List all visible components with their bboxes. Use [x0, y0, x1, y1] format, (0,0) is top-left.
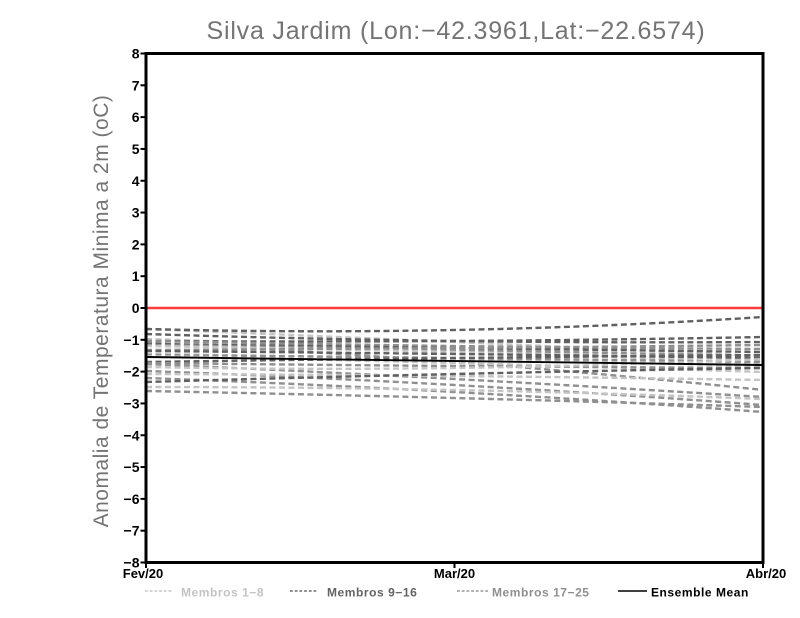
svg-text:8: 8 — [132, 46, 140, 62]
svg-text:−1: −1 — [124, 332, 140, 348]
svg-text:4: 4 — [132, 173, 140, 189]
svg-text:Membros 9−16: Membros 9−16 — [327, 586, 417, 600]
svg-text:6: 6 — [132, 109, 140, 125]
svg-text:2: 2 — [132, 236, 140, 252]
svg-text:−3: −3 — [124, 395, 140, 411]
svg-text:−4: −4 — [124, 427, 140, 443]
svg-text:7: 7 — [132, 77, 140, 93]
svg-text:−2: −2 — [124, 364, 140, 380]
svg-text:Membros 17−25: Membros 17−25 — [492, 586, 590, 600]
svg-text:−7: −7 — [124, 523, 140, 539]
svg-text:−6: −6 — [124, 491, 140, 507]
svg-text:0: 0 — [132, 300, 140, 316]
svg-text:Fev/20: Fev/20 — [123, 566, 163, 581]
svg-text:−8: −8 — [124, 555, 140, 571]
svg-text:Membros 1−8: Membros 1−8 — [181, 586, 264, 600]
svg-text:Ensemble Mean: Ensemble Mean — [651, 586, 749, 600]
svg-text:3: 3 — [132, 205, 140, 221]
svg-text:Abr/20: Abr/20 — [746, 566, 786, 581]
svg-text:Silva Jardim (Lon:−42.3961,Lat: Silva Jardim (Lon:−42.3961,Lat:−22.6574) — [207, 17, 706, 45]
svg-text:Mar/20: Mar/20 — [434, 566, 475, 581]
svg-text:1: 1 — [132, 268, 140, 284]
svg-text:5: 5 — [132, 141, 140, 157]
svg-text:Anomalia de Temperatura Minima: Anomalia de Temperatura Minima a 2m (oC) — [90, 95, 113, 528]
svg-text:−5: −5 — [124, 459, 140, 475]
